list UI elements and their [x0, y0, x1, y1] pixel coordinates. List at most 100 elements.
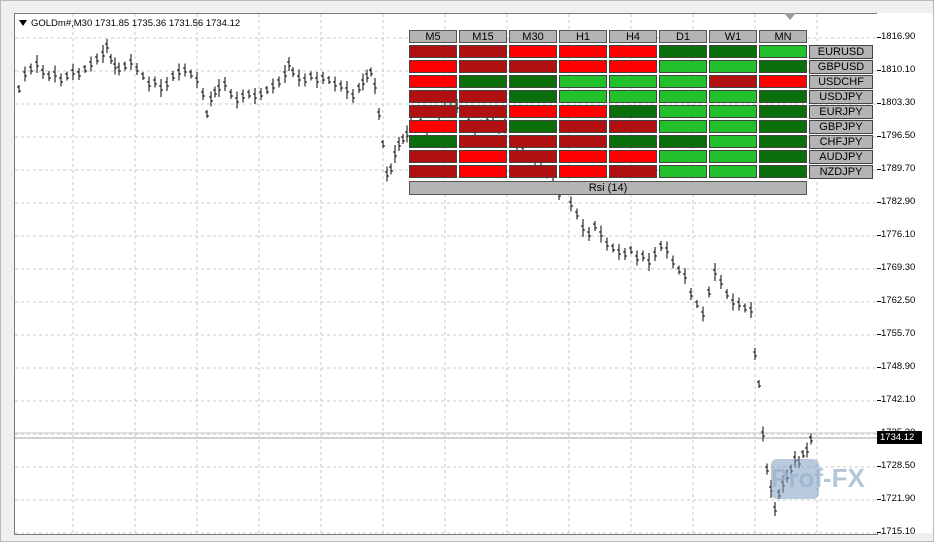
- price-axis-label: 1776.10: [881, 229, 916, 240]
- timeframe-header-w1[interactable]: W1: [709, 30, 757, 43]
- rsi-signal-cell: [609, 165, 657, 178]
- pair-button-usdjpy[interactable]: USDJPY: [809, 90, 873, 104]
- rsi-signal-cell: [709, 105, 757, 118]
- rsi-signal-cell: [509, 150, 557, 163]
- price-axis-label: 1728.50: [881, 460, 916, 471]
- rsi-signal-cell: [459, 45, 507, 58]
- timeframe-header-m15[interactable]: M15: [459, 30, 507, 43]
- rsi-signal-cell: [559, 75, 607, 88]
- rsi-signal-cell: [709, 165, 757, 178]
- rsi-signal-cell: [759, 75, 807, 88]
- price-axis-label: 1769.30: [881, 262, 916, 273]
- pair-button-eurjpy[interactable]: EURJPY: [809, 105, 873, 119]
- rsi-signal-cell: [459, 105, 507, 118]
- axis-tick: [877, 103, 881, 104]
- rsi-signal-cell: [459, 165, 507, 178]
- timeframe-header-m5[interactable]: M5: [409, 30, 457, 43]
- price-axis-label: 1810.10: [881, 64, 916, 75]
- rsi-signal-cell: [459, 90, 507, 103]
- pair-button-nzdjpy[interactable]: NZDJPY: [809, 165, 873, 179]
- axis-tick: [877, 367, 881, 368]
- rsi-signal-cell: [559, 135, 607, 148]
- rsi-signal-cell: [559, 90, 607, 103]
- rsi-signal-cell: [409, 135, 457, 148]
- rsi-signal-cell: [609, 120, 657, 133]
- rsi-signal-cell: [709, 75, 757, 88]
- dropdown-triangle-icon[interactable]: [19, 20, 27, 27]
- price-axis-label: 1816.90: [881, 31, 916, 42]
- rsi-signal-cell: [609, 75, 657, 88]
- rsi-signal-cell: [409, 105, 457, 118]
- price-axis-label: 1742.10: [881, 394, 916, 405]
- axis-tick: [877, 301, 881, 302]
- rsi-signal-cell: [759, 135, 807, 148]
- rsi-signal-cell: [559, 165, 607, 178]
- timeframe-header-h1[interactable]: H1: [559, 30, 607, 43]
- timeframe-header-m30[interactable]: M30: [509, 30, 557, 43]
- rsi-signal-cell: [609, 150, 657, 163]
- rsi-signal-cell: [509, 90, 557, 103]
- rsi-signal-cell: [609, 105, 657, 118]
- rsi-signal-cell: [609, 135, 657, 148]
- rsi-signal-cell: [509, 75, 557, 88]
- timeframe-header-h4[interactable]: H4: [609, 30, 657, 43]
- rsi-signal-cell: [609, 60, 657, 73]
- rsi-signal-cell: [709, 45, 757, 58]
- price-axis-label: 1796.50: [881, 130, 916, 141]
- price-axis-label: 1803.30: [881, 97, 916, 108]
- current-price-label: 1734.12: [877, 431, 922, 444]
- timeframe-header-d1[interactable]: D1: [659, 30, 707, 43]
- rsi-signal-cell: [759, 165, 807, 178]
- price-axis-label: 1748.90: [881, 361, 916, 372]
- rsi-signal-cell: [459, 60, 507, 73]
- chart-shift-marker-icon[interactable]: [784, 13, 796, 20]
- rsi-signal-cell: [659, 75, 707, 88]
- rsi-signal-cell: [509, 120, 557, 133]
- axis-tick: [877, 334, 881, 335]
- rsi-signal-cell: [509, 135, 557, 148]
- axis-tick: [877, 202, 881, 203]
- pair-button-gbpjpy[interactable]: GBPJPY: [809, 120, 873, 134]
- price-axis: 1816.90 1810.10 1803.30 1796.50 1789.70 1782.…: [877, 13, 933, 537]
- pair-button-chfjpy[interactable]: CHFJPY: [809, 135, 873, 149]
- rsi-signal-cell: [709, 60, 757, 73]
- rsi-signal-cell: [559, 150, 607, 163]
- rsi-signal-cell: [459, 75, 507, 88]
- rsi-signal-cell: [659, 165, 707, 178]
- rsi-signal-cell: [759, 90, 807, 103]
- rsi-signal-cell: [509, 60, 557, 73]
- axis-tick: [877, 400, 881, 401]
- rsi-signal-cell: [509, 105, 557, 118]
- rsi-signal-cell: [559, 120, 607, 133]
- rsi-signal-cell: [409, 165, 457, 178]
- rsi-signal-cell: [659, 45, 707, 58]
- rsi-signal-cell: [559, 45, 607, 58]
- rsi-signal-cell: [409, 150, 457, 163]
- rsi-signal-cell: [659, 150, 707, 163]
- pair-button-audjpy[interactable]: AUDJPY: [809, 150, 873, 164]
- rsi-signal-cell: [409, 60, 457, 73]
- timeframe-header-mn[interactable]: MN: [759, 30, 807, 43]
- rsi-indicator-label: Rsi (14): [409, 181, 807, 195]
- rsi-signal-cell: [409, 120, 457, 133]
- rsi-signal-cell: [559, 105, 607, 118]
- price-axis-label: 1789.70: [881, 163, 916, 174]
- pair-button-usdchf[interactable]: USDCHF: [809, 75, 873, 89]
- axis-tick: [877, 169, 881, 170]
- rsi-signal-cell: [759, 150, 807, 163]
- pair-button-eurusd[interactable]: EURUSD: [809, 45, 873, 59]
- rsi-signal-cell: [659, 60, 707, 73]
- rsi-signal-cell: [459, 120, 507, 133]
- rsi-signal-cell: [609, 45, 657, 58]
- chart-title: GOLDm#,M30 1731.85 1735.36 1731.56 1734.…: [19, 18, 240, 29]
- rsi-signal-cell: [759, 60, 807, 73]
- pair-button-gbpusd[interactable]: GBPUSD: [809, 60, 873, 74]
- rsi-signal-cell: [459, 150, 507, 163]
- rsi-signal-cell: [659, 90, 707, 103]
- axis-tick: [877, 70, 881, 71]
- rsi-signal-cell: [509, 45, 557, 58]
- axis-tick: [877, 235, 881, 236]
- rsi-signal-cell: [709, 120, 757, 133]
- rsi-signal-cell: [409, 45, 457, 58]
- rsi-signal-cell: [709, 90, 757, 103]
